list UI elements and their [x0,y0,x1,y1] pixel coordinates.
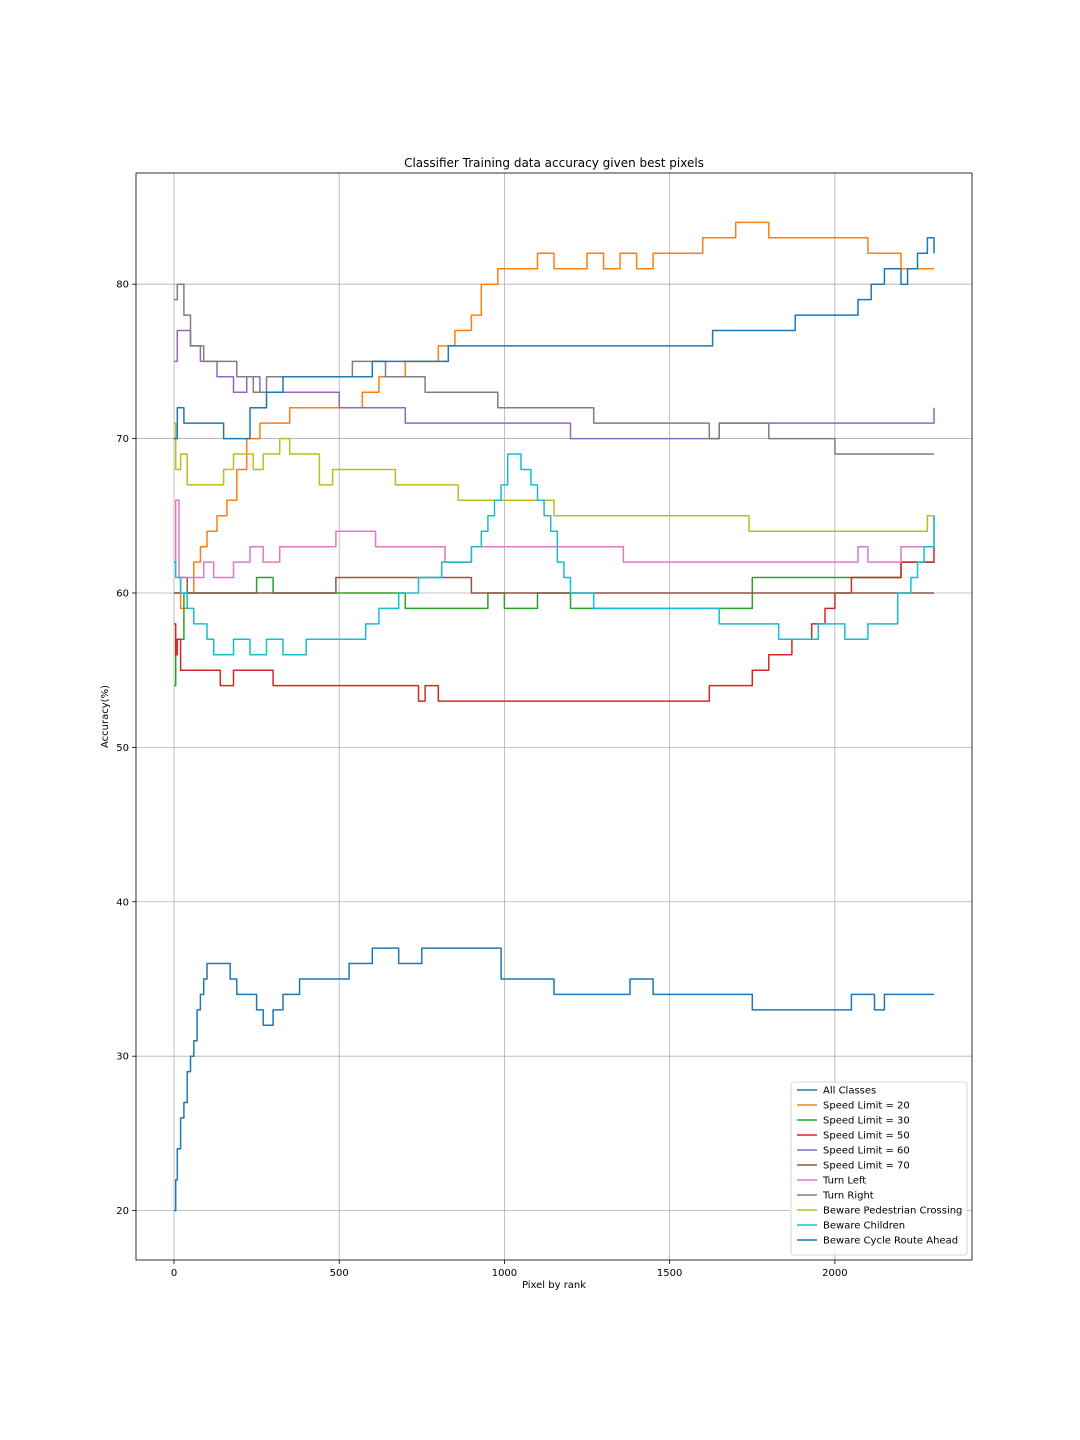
legend-entry: Speed Limit = 50 [823,1131,910,1142]
chart-title: Classifier Training data accuracy given … [404,156,704,170]
series-line-turn-left [174,499,935,579]
y-tick-label: 20 [116,1206,129,1217]
y-tick-label: 80 [116,280,129,291]
legend-entry: Speed Limit = 20 [823,1101,910,1112]
legend: All Classes Speed Limit = 20 Speed Limit =… [790,1081,968,1256]
ticks: 0 500 1000 1500 2000 20 30 40 50 60 70 80 [116,280,847,1279]
x-tick-label: 1000 [492,1268,517,1279]
series-line-speed-limit-60 [174,329,935,440]
x-tick-label: 0 [171,1268,177,1279]
y-tick-label: 30 [116,1052,129,1063]
series-line-speed-limit-50 [174,546,935,702]
series-line-speed-limit-20 [174,221,934,610]
y-axis-label: Accuracy(%) [100,685,111,748]
legend-entry: Turn Left [822,1176,866,1187]
plot-frame [135,172,973,1261]
series-line-all-classes [174,947,934,1212]
x-axis-label: Pixel by rank [522,1280,586,1291]
y-tick-label: 60 [116,588,129,599]
series-line-beware-children [174,453,935,656]
legend-entry: All Classes [823,1086,876,1097]
legend-entry: Beware Cycle Route Ahead [823,1236,958,1247]
legend-entry: Speed Limit = 60 [823,1146,910,1157]
legend-box [790,1081,968,1256]
series-layer [174,221,935,1212]
legend-entry: Beware Children [823,1221,905,1232]
legend-entry: Speed Limit = 30 [823,1116,910,1127]
series-line-beware-cycle-route-ahead [174,237,935,440]
legend-entry: Beware Pedestrian Crossing [823,1206,962,1217]
legend-entry: Turn Right [822,1191,874,1202]
legend-entry: Speed Limit = 70 [823,1161,910,1172]
x-tick-label: 2000 [822,1268,847,1279]
series-line-beware-pedestrian-crossing [174,422,934,532]
y-tick-label: 50 [116,743,129,754]
series-line-turn-right [174,283,934,455]
y-tick-label: 70 [116,434,129,445]
x-tick-label: 500 [330,1268,349,1279]
y-tick-label: 40 [116,897,129,908]
x-tick-label: 1500 [657,1268,682,1279]
